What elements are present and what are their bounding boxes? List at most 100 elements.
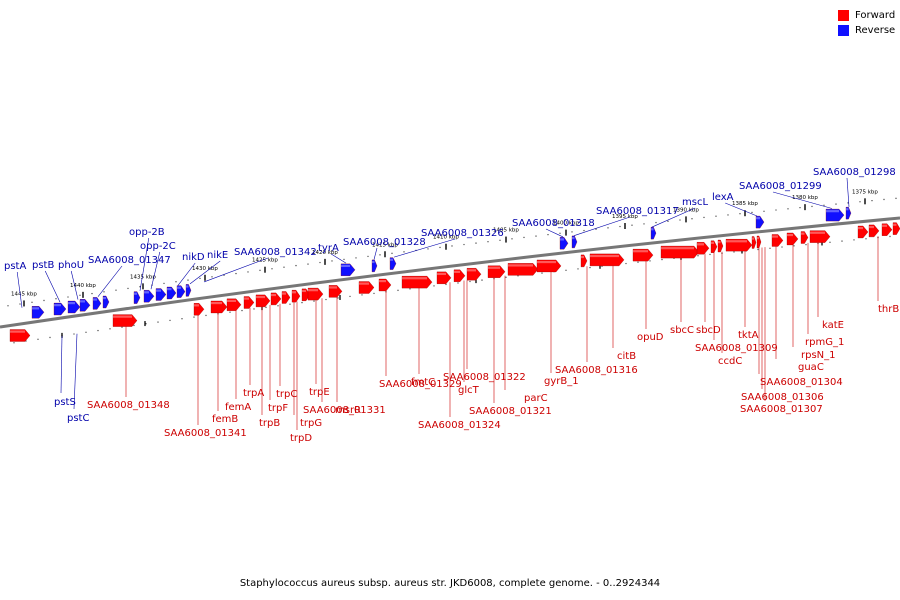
gene-label-forward[interactable]: trpE bbox=[309, 387, 330, 398]
reverse-gene-arrow[interactable] bbox=[143, 290, 155, 303]
forward-gene-arrow[interactable] bbox=[193, 303, 205, 316]
gene-label-reverse[interactable]: SAA6008_01347 bbox=[88, 255, 171, 266]
gene-label-reverse[interactable]: lexA bbox=[712, 192, 734, 203]
gene-label-reverse[interactable]: mscL bbox=[682, 197, 708, 208]
reverse-gene-arrow[interactable] bbox=[650, 227, 657, 240]
gene-label-forward[interactable]: femB bbox=[212, 414, 238, 425]
reverse-gene-arrow[interactable] bbox=[102, 295, 110, 309]
forward-gene-arrow[interactable] bbox=[112, 314, 138, 327]
gene-label-forward[interactable]: glcT bbox=[458, 385, 480, 396]
gene-label-forward[interactable]: SAA6008_01321 bbox=[469, 406, 552, 417]
gene-label-reverse[interactable]: nikD bbox=[182, 252, 205, 263]
reverse-gene-arrow[interactable] bbox=[31, 306, 45, 319]
gene-label-forward[interactable]: SAA6008_01306 bbox=[741, 392, 824, 403]
gene-label-forward[interactable]: femA bbox=[225, 402, 251, 413]
gene-label-reverse[interactable]: SAA6008_01317 bbox=[596, 206, 679, 217]
reverse-gene-arrow[interactable] bbox=[166, 286, 177, 300]
gene-label-reverse[interactable]: SAA6008_01326 bbox=[421, 228, 504, 239]
reverse-gene-arrow[interactable] bbox=[825, 208, 845, 222]
gene-label-forward[interactable]: tktA bbox=[738, 330, 759, 341]
forward-gene-arrow[interactable] bbox=[771, 234, 784, 247]
forward-gene-arrow[interactable] bbox=[717, 239, 724, 253]
gene-label-forward[interactable]: thrB bbox=[878, 304, 899, 315]
gene-label-reverse[interactable]: pstS bbox=[54, 397, 76, 408]
gene-label-forward[interactable]: rpsN_1 bbox=[801, 350, 836, 361]
forward-gene-arrow[interactable] bbox=[786, 232, 799, 246]
gene-label-reverse[interactable]: SAA6008_01318 bbox=[512, 218, 595, 229]
forward-gene-arrow[interactable] bbox=[868, 224, 880, 238]
forward-gene-arrow[interactable] bbox=[9, 329, 31, 342]
gene-label-reverse[interactable]: SAA6008_01299 bbox=[739, 181, 822, 192]
gene-label-forward[interactable]: SAA6008_01324 bbox=[418, 420, 501, 431]
gene-label-forward[interactable]: parC bbox=[524, 393, 548, 404]
gene-label-reverse[interactable]: SAA6008_01298 bbox=[813, 167, 896, 178]
forward-gene-arrow[interactable] bbox=[809, 230, 831, 243]
gene-label-forward[interactable]: guaC bbox=[798, 362, 824, 373]
forward-gene-arrow[interactable] bbox=[401, 275, 433, 289]
gene-label-forward[interactable]: opuD bbox=[637, 332, 664, 343]
forward-gene-arrow[interactable] bbox=[800, 231, 809, 244]
gene-label-forward[interactable]: trpA bbox=[243, 388, 264, 399]
forward-gene-arrow[interactable] bbox=[378, 278, 392, 292]
forward-gene-arrow[interactable] bbox=[210, 300, 228, 314]
gene-label-forward[interactable]: msrR bbox=[335, 405, 361, 416]
gene-label-forward[interactable]: gyrB_1 bbox=[544, 376, 579, 387]
gene-label-reverse[interactable]: nikE bbox=[207, 250, 228, 261]
forward-gene-arrow[interactable] bbox=[436, 271, 452, 284]
forward-gene-arrow[interactable] bbox=[466, 268, 482, 281]
gene-label-forward[interactable]: SAA6008_01309 bbox=[695, 343, 778, 354]
forward-gene-arrow[interactable] bbox=[580, 254, 588, 268]
reverse-gene-arrow[interactable] bbox=[571, 235, 578, 249]
forward-gene-arrow[interactable] bbox=[358, 281, 375, 294]
gene-label-forward[interactable]: citB bbox=[617, 351, 636, 362]
forward-gene-arrow[interactable] bbox=[696, 242, 710, 255]
gene-label-forward[interactable]: SAA6008_01348 bbox=[87, 400, 170, 411]
reverse-gene-arrow[interactable] bbox=[755, 215, 765, 229]
forward-gene-arrow[interactable] bbox=[270, 292, 282, 306]
forward-gene-arrow[interactable] bbox=[632, 248, 654, 262]
gene-label-forward[interactable]: SAA6008_01341 bbox=[164, 428, 247, 439]
reverse-gene-arrow[interactable] bbox=[371, 259, 378, 273]
reverse-gene-arrow[interactable] bbox=[176, 285, 186, 298]
gene-label-reverse[interactable]: tyrA bbox=[318, 243, 339, 254]
reverse-gene-arrow[interactable] bbox=[92, 297, 102, 310]
gene-label-reverse[interactable]: opp-2C bbox=[140, 241, 176, 252]
gene-label-forward[interactable]: trpG bbox=[300, 418, 322, 429]
reverse-gene-arrow[interactable] bbox=[53, 302, 67, 316]
forward-gene-arrow[interactable] bbox=[226, 298, 242, 311]
gene-label-forward[interactable]: trpB bbox=[259, 418, 280, 429]
gene-label-forward[interactable]: sbcC bbox=[670, 325, 694, 336]
forward-gene-arrow[interactable] bbox=[536, 259, 562, 273]
gene-label-forward[interactable]: fmtC bbox=[411, 377, 435, 388]
forward-gene-arrow[interactable] bbox=[487, 265, 506, 278]
forward-gene-arrow[interactable] bbox=[710, 240, 718, 253]
reverse-gene-arrow[interactable] bbox=[185, 284, 192, 297]
reverse-gene-arrow[interactable] bbox=[845, 206, 852, 220]
gene-label-reverse[interactable]: SAA6008_01342 bbox=[234, 247, 317, 258]
gene-label-reverse[interactable]: phoU bbox=[58, 260, 84, 271]
gene-label-forward[interactable]: trpF bbox=[268, 403, 288, 414]
reverse-gene-arrow[interactable] bbox=[389, 257, 397, 270]
forward-gene-arrow[interactable] bbox=[660, 245, 700, 259]
gene-label-reverse[interactable]: SAA6008_01328 bbox=[343, 237, 426, 248]
gene-label-reverse[interactable]: pstC bbox=[67, 413, 89, 424]
gene-label-forward[interactable]: rpmG_1 bbox=[805, 337, 844, 348]
forward-gene-arrow[interactable] bbox=[307, 287, 324, 301]
gene-label-forward[interactable]: SAA6008_01331 bbox=[303, 405, 386, 416]
gene-label-forward[interactable]: ccdC bbox=[718, 356, 742, 367]
reverse-gene-arrow[interactable] bbox=[133, 291, 141, 304]
forward-gene-arrow[interactable] bbox=[857, 225, 869, 239]
forward-gene-arrow[interactable] bbox=[751, 236, 757, 249]
gene-label-forward[interactable]: SAA6008_01304 bbox=[760, 377, 843, 388]
reverse-gene-arrow[interactable] bbox=[340, 263, 356, 276]
forward-gene-arrow[interactable] bbox=[756, 235, 762, 249]
gene-label-forward[interactable]: SAA6008_01329 bbox=[379, 379, 462, 390]
gene-label-reverse[interactable]: opp-2B bbox=[129, 227, 165, 238]
forward-gene-arrow[interactable] bbox=[725, 239, 753, 252]
gene-label-forward[interactable]: SAA6008_01307 bbox=[740, 404, 823, 415]
gene-label-forward[interactable]: SAA6008_01316 bbox=[555, 365, 638, 376]
reverse-gene-arrow[interactable] bbox=[155, 288, 167, 301]
gene-label-forward[interactable]: trpD bbox=[290, 433, 312, 444]
forward-gene-arrow[interactable] bbox=[589, 253, 625, 267]
gene-label-reverse[interactable]: pstB bbox=[32, 260, 54, 271]
